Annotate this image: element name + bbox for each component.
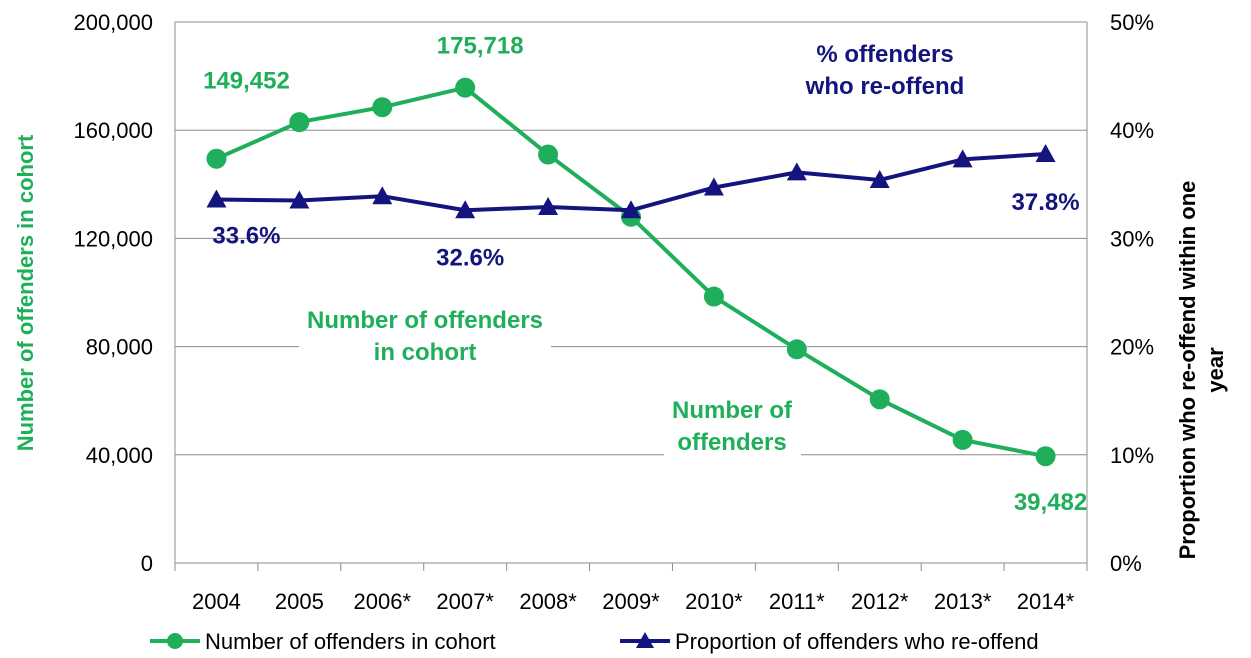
y-right-tick-label: 50% (1110, 10, 1154, 35)
annotation-background (664, 393, 802, 460)
data-point (455, 200, 476, 219)
x-tick-label: 2011* (769, 589, 825, 614)
legend-marker (636, 632, 654, 648)
axes: 0 0% 40,000 10% 80,000 20% 120,000 30% 160,000 40… (13, 10, 1228, 614)
annotation-text: Number of offenders (672, 397, 793, 456)
data-point (372, 186, 393, 205)
data-point (869, 169, 890, 188)
data-point (289, 112, 310, 133)
data-point (372, 97, 393, 118)
annotation-text: % offenders who re-offend (805, 41, 965, 100)
y-left-tick-label: 120,000 (73, 226, 153, 251)
data-point (206, 189, 227, 208)
y-right-tick-label: 10% (1110, 443, 1154, 468)
y-left-tick-label: 80,000 (86, 335, 153, 360)
data-point (786, 339, 807, 360)
legend-item: Proportion of offenders who re-offend (620, 629, 1039, 654)
series-group (206, 77, 1056, 467)
data-point (1035, 446, 1056, 467)
legend-label: Proportion of offenders who re-offend (675, 629, 1039, 654)
data-point (289, 190, 310, 209)
y-right-tick-label: 30% (1110, 226, 1154, 251)
data-point (455, 77, 476, 98)
data-label: 149,452 (203, 68, 290, 95)
legend-item: Number of offenders in cohort (150, 629, 496, 654)
data-point (869, 389, 890, 410)
x-tick-label: 2010* (685, 589, 743, 614)
data-point (703, 177, 724, 196)
y-right-tick-label: 40% (1110, 118, 1154, 143)
data-point (703, 286, 724, 307)
data-label: 37.8% (1012, 189, 1080, 216)
y-left-tick-label: 200,000 (73, 10, 153, 35)
data-label: 39,482 (1014, 489, 1087, 516)
annotation-text: Number of offenders in cohort (307, 307, 543, 366)
data-point (538, 144, 559, 165)
annotation-background (298, 303, 552, 370)
data-point (538, 197, 559, 216)
data-point (621, 200, 641, 219)
legend-label: Number of offenders in cohort (205, 629, 496, 654)
legend-marker (167, 633, 183, 649)
x-tick-label: 2012* (851, 589, 909, 614)
x-tick-label: 2006* (354, 589, 412, 614)
data-point (1035, 144, 1056, 163)
data-label: 32.6% (436, 244, 504, 271)
data-label: 33.6% (212, 222, 280, 249)
x-tick-label: 2005 (275, 589, 324, 614)
x-tick-label: 2013* (934, 589, 992, 614)
y-left-tick-label: 160,000 (73, 118, 153, 143)
data-point (206, 148, 227, 169)
data-point (786, 162, 807, 181)
x-tick-label: 2004 (192, 589, 241, 614)
x-tick-label: 2009* (602, 589, 660, 614)
y-right-tick-label: 20% (1110, 335, 1154, 360)
labels-group: % offenders who re-offend Number of offend… (203, 33, 1087, 517)
data-point (952, 149, 973, 168)
y-left-tick-label: 0 (141, 551, 153, 576)
data-label: 175,718 (437, 33, 524, 60)
x-tick-label: 2014* (1017, 589, 1075, 614)
annotation-backgrounds (298, 303, 802, 460)
y-left-axis-title: Number of offenders in cohort (13, 134, 38, 451)
y-right-axis-title: Proportion who re-offend within one year (1175, 181, 1228, 560)
y-left-tick-label: 40,000 (86, 443, 153, 468)
x-tick-label: 2008* (519, 589, 577, 614)
legend: Number of offenders in cohort Proportion … (150, 629, 1039, 654)
y-right-tick-label: 0% (1110, 551, 1142, 576)
series-line (215, 85, 1046, 459)
x-tick-label: 2007* (436, 589, 494, 614)
data-point (952, 429, 973, 450)
